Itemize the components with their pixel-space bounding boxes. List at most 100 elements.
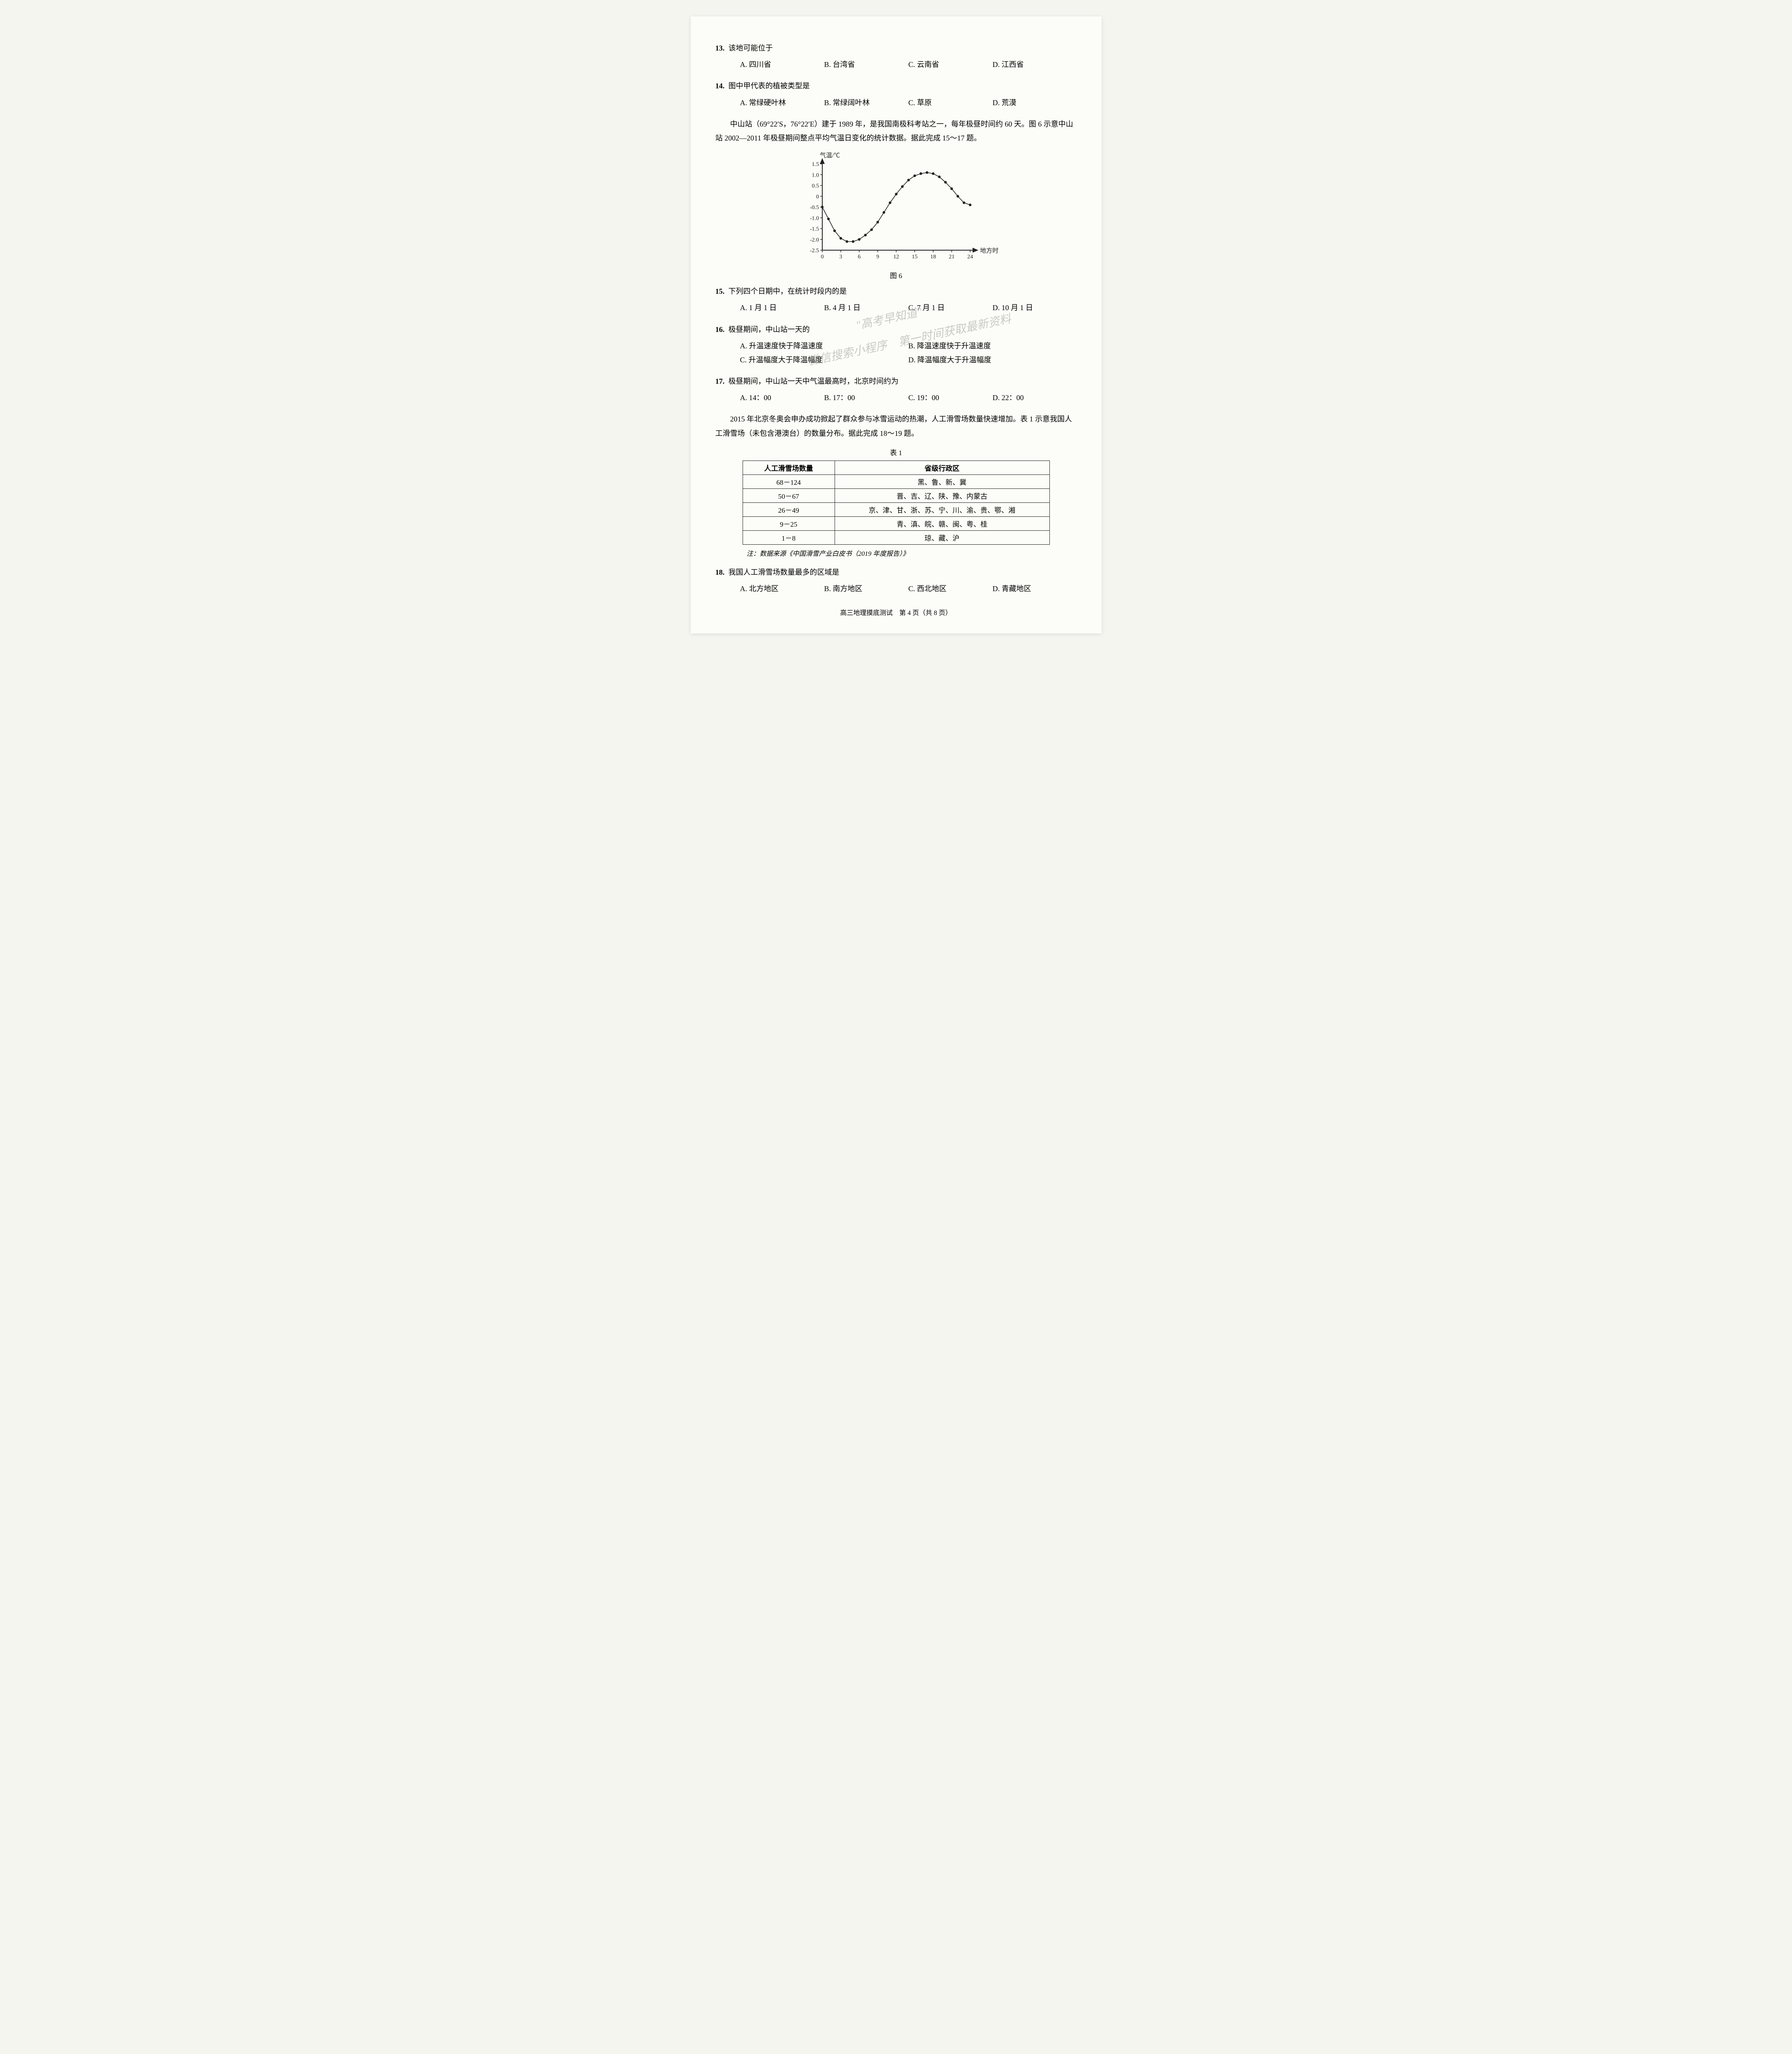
option-b: B. 降温速度快于升温速度 [909, 339, 1077, 353]
page-footer: 高三地理摸底测试 第 4 页（共 8 页） [715, 607, 1077, 617]
ski-table: 人工滑雪场数量 省级行政区 68－124黑、鲁、新、冀50－67晋、吉、辽、陕、… [743, 461, 1050, 545]
table-cell: 青、滇、皖、赣、闽、粤、桂 [835, 516, 1049, 530]
option-c: C. 西北地区 [909, 582, 993, 596]
table-cell: 黑、鲁、新、冀 [835, 474, 1049, 488]
table-caption: 表 1 [715, 447, 1077, 457]
option-a: A. 1 月 1 日 [740, 301, 824, 315]
question-stem: 13. 该地可能位于 [715, 41, 1077, 55]
question-stem: 16. 极昼期间，中山站一天的 [715, 322, 1077, 336]
options-row: A. 升温速度快于降温速度 B. 降温速度快于升温速度 C. 升温幅度大于降温幅… [715, 339, 1077, 367]
question-13: 13. 该地可能位于 A. 四川省 B. 台湾省 C. 云南省 D. 江西省 [715, 41, 1077, 71]
question-number: 18. [715, 565, 729, 579]
option-a: A. 四川省 [740, 58, 824, 71]
passage-ski: 2015 年北京冬奥会申办成功掀起了群众参与冰雪运动的热潮，人工滑雪场数量快速增… [715, 412, 1077, 440]
option-c: C. 7 月 1 日 [909, 301, 993, 315]
svg-text:6: 6 [858, 254, 860, 260]
question-text: 极昼期间，中山站一天的 [729, 322, 1077, 336]
svg-text:21: 21 [949, 254, 955, 260]
svg-text:0: 0 [821, 254, 824, 260]
option-b: B. 4 月 1 日 [824, 301, 909, 315]
question-15: 15. 下列四个日期中，在统计时段内的是 A. 1 月 1 日 B. 4 月 1… [715, 284, 1077, 315]
option-d: D. 青藏地区 [993, 582, 1077, 596]
option-c: C. 草原 [909, 96, 993, 110]
option-c: C. 19：00 [909, 391, 993, 405]
question-stem: 17. 极昼期间，中山站一天中气温最高时，北京时间约为 [715, 374, 1077, 388]
question-text: 下列四个日期中，在统计时段内的是 [729, 284, 1077, 298]
svg-text:气温/℃: 气温/℃ [820, 152, 840, 159]
question-stem: 15. 下列四个日期中，在统计时段内的是 [715, 284, 1077, 298]
table-cell: 68－124 [743, 474, 835, 488]
option-d: D. 22：00 [993, 391, 1077, 405]
table-row: 68－124黑、鲁、新、冀 [743, 474, 1049, 488]
option-a: A. 北方地区 [740, 582, 824, 596]
options-row: A. 北方地区 B. 南方地区 C. 西北地区 D. 青藏地区 [715, 582, 1077, 596]
table-cell: 26－49 [743, 502, 835, 516]
svg-text:1.0: 1.0 [812, 172, 819, 178]
svg-text:1.5: 1.5 [812, 161, 819, 168]
option-d: D. 10 月 1 日 [993, 301, 1077, 315]
options-row: A. 四川省 B. 台湾省 C. 云南省 D. 江西省 [715, 58, 1077, 71]
table-row: 26－49京、津、甘、浙、苏、宁、川、渝、贵、鄂、湘 [743, 502, 1049, 516]
table-cell: 50－67 [743, 488, 835, 502]
option-c: C. 升温幅度大于降温幅度 [740, 353, 909, 367]
table-cell: 晋、吉、辽、陕、豫、内蒙古 [835, 488, 1049, 502]
svg-text:9: 9 [876, 254, 879, 260]
question-text: 图中甲代表的植被类型是 [729, 79, 1077, 93]
options-row: A. 1 月 1 日 B. 4 月 1 日 C. 7 月 1 日 D. 10 月… [715, 301, 1077, 315]
option-b: B. 台湾省 [824, 58, 909, 71]
svg-text:地方时: 地方时 [980, 247, 998, 254]
option-b: B. 17：00 [824, 391, 909, 405]
question-text: 我国人工滑雪场数量最多的区域是 [729, 565, 1077, 579]
table-row: 9－25青、滇、皖、赣、闽、粤、桂 [743, 516, 1049, 530]
table-cell: 1－8 [743, 530, 835, 544]
option-a: A. 14：00 [740, 391, 824, 405]
exam-page: 13. 该地可能位于 A. 四川省 B. 台湾省 C. 云南省 D. 江西省 1… [691, 16, 1102, 633]
svg-text:0.5: 0.5 [812, 183, 819, 189]
question-number: 16. [715, 322, 729, 336]
svg-text:3: 3 [839, 254, 842, 260]
svg-text:15: 15 [912, 254, 918, 260]
question-text: 极昼期间，中山站一天中气温最高时，北京时间约为 [729, 374, 1077, 388]
table-cell: 京、津、甘、浙、苏、宁、川、渝、贵、鄂、湘 [835, 502, 1049, 516]
question-14: 14. 图中甲代表的植被类型是 A. 常绿硬叶林 B. 常绿阔叶林 C. 草原 … [715, 79, 1077, 109]
option-a: A. 升温速度快于降温速度 [740, 339, 909, 353]
svg-text:24: 24 [967, 254, 973, 260]
svg-text:18: 18 [930, 254, 936, 260]
option-d: D. 降温幅度大于升温幅度 [909, 353, 1077, 367]
option-d: D. 江西省 [993, 58, 1077, 71]
svg-text:-1.5: -1.5 [810, 226, 819, 233]
chart-figure-6: -2.5 -2.0 -1.5 -1.0 -0.5 0 0.5 1.0 1.5 0 3 6 9 12 15 18… [715, 152, 1077, 280]
question-text: 该地可能位于 [729, 41, 1077, 55]
svg-text:-2.5: -2.5 [810, 248, 819, 254]
table-cell: 琼、藏、沪 [835, 530, 1049, 544]
svg-text:-1.0: -1.0 [810, 215, 819, 221]
options-row: A. 14：00 B. 17：00 C. 19：00 D. 22：00 [715, 391, 1077, 405]
option-d: D. 荒漠 [993, 96, 1077, 110]
option-a: A. 常绿硬叶林 [740, 96, 824, 110]
option-b: B. 常绿阔叶林 [824, 96, 909, 110]
question-stem: 14. 图中甲代表的植被类型是 [715, 79, 1077, 93]
chart-caption: 图 6 [890, 270, 902, 280]
question-18: 18. 我国人工滑雪场数量最多的区域是 A. 北方地区 B. 南方地区 C. 西… [715, 565, 1077, 596]
table-header-cell: 人工滑雪场数量 [743, 461, 835, 474]
svg-text:-0.5: -0.5 [810, 205, 819, 211]
table-cell: 9－25 [743, 516, 835, 530]
table-note: 注：数据来源《中国滑雪产业白皮书（2019 年度报告）》 [743, 548, 1050, 558]
svg-text:-2.0: -2.0 [810, 237, 819, 243]
table-header-cell: 省级行政区 [835, 461, 1049, 474]
option-b: B. 南方地区 [824, 582, 909, 596]
table-row: 50－67晋、吉、辽、陕、豫、内蒙古 [743, 488, 1049, 502]
table-header-row: 人工滑雪场数量 省级行政区 [743, 461, 1049, 474]
passage-zhongshan: 中山站（69°22′S，76°22′E）建于 1989 年，是我国南极科考站之一… [715, 117, 1077, 145]
question-16: 16. 极昼期间，中山站一天的 A. 升温速度快于降温速度 B. 降温速度快于升… [715, 322, 1077, 367]
question-number: 14. [715, 79, 729, 93]
question-17: 17. 极昼期间，中山站一天中气温最高时，北京时间约为 A. 14：00 B. … [715, 374, 1077, 405]
question-number: 17. [715, 374, 729, 388]
option-c: C. 云南省 [909, 58, 993, 71]
svg-text:0: 0 [816, 194, 819, 200]
options-row: A. 常绿硬叶林 B. 常绿阔叶林 C. 草原 D. 荒漠 [715, 96, 1077, 110]
svg-text:12: 12 [893, 254, 899, 260]
question-number: 15. [715, 284, 729, 298]
table-row: 1－8琼、藏、沪 [743, 530, 1049, 544]
temperature-chart: -2.5 -2.0 -1.5 -1.0 -0.5 0 0.5 1.0 1.5 0 3 6 9 12 15 18… [794, 152, 999, 267]
